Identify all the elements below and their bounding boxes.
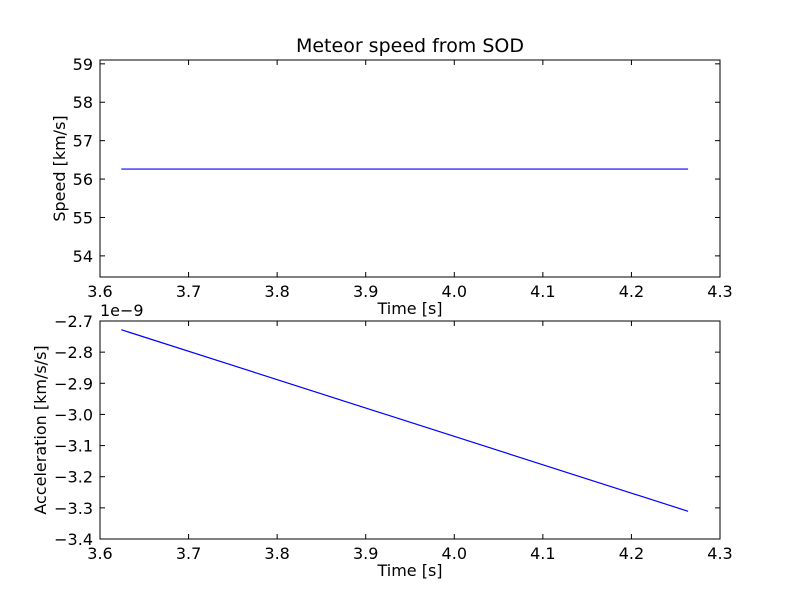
x-tick-label: 3.7 [176, 544, 201, 563]
x-tick-label: 4.2 [619, 282, 644, 301]
y-tick-label: −3.1 [54, 437, 93, 456]
x-tick-label: 4.2 [619, 544, 644, 563]
x-tick-label: 3.9 [353, 282, 378, 301]
y-tick-label: 57 [73, 132, 93, 151]
x-tick-label: 3.6 [87, 282, 112, 301]
y-tick-label: −3.4 [54, 530, 93, 549]
y-tick-label: 54 [73, 247, 93, 266]
x-tick-label: 3.7 [176, 282, 201, 301]
x-tick-label: 3.9 [353, 544, 378, 563]
series-line-2-1 [121, 329, 689, 512]
y-offset-label: 1e−9 [100, 301, 144, 320]
axes-frame-2 [99, 320, 721, 540]
y-axis-title: Speed [km/s] [50, 115, 69, 221]
subplot-1 [99, 59, 721, 278]
x-axis-title: Time [s] [376, 299, 442, 318]
y-axis-title: Acceleration [km/s/s] [31, 345, 50, 514]
x-tick-label: 4.3 [707, 544, 732, 563]
x-axis-title: Time [s] [376, 561, 442, 580]
y-tick-label: −3.3 [54, 499, 93, 518]
x-tick-label: 4.0 [442, 282, 467, 301]
chart-title: Meteor speed from SOD [296, 35, 524, 57]
x-tick-label: 4.1 [530, 282, 555, 301]
y-tick-label: 59 [73, 55, 93, 74]
x-tick-label: 4.3 [707, 282, 732, 301]
y-tick-label: −2.9 [54, 374, 93, 393]
y-tick-label: −3.2 [54, 468, 93, 487]
axes-frame-1 [99, 59, 721, 278]
subplot-2 [99, 320, 721, 540]
x-tick-label: 4.0 [442, 544, 467, 563]
x-tick-label: 3.8 [264, 544, 289, 563]
x-tick-label: 3.8 [264, 282, 289, 301]
y-tick-label: 55 [73, 208, 93, 227]
y-tick-label: 56 [73, 170, 93, 189]
x-tick-label: 3.6 [87, 544, 112, 563]
y-tick-label: −2.8 [54, 343, 93, 362]
y-tick-label: 58 [73, 93, 93, 112]
y-tick-label: −3.0 [54, 405, 93, 424]
x-tick-label: 4.1 [530, 544, 555, 563]
y-tick-label: −2.7 [54, 312, 93, 331]
